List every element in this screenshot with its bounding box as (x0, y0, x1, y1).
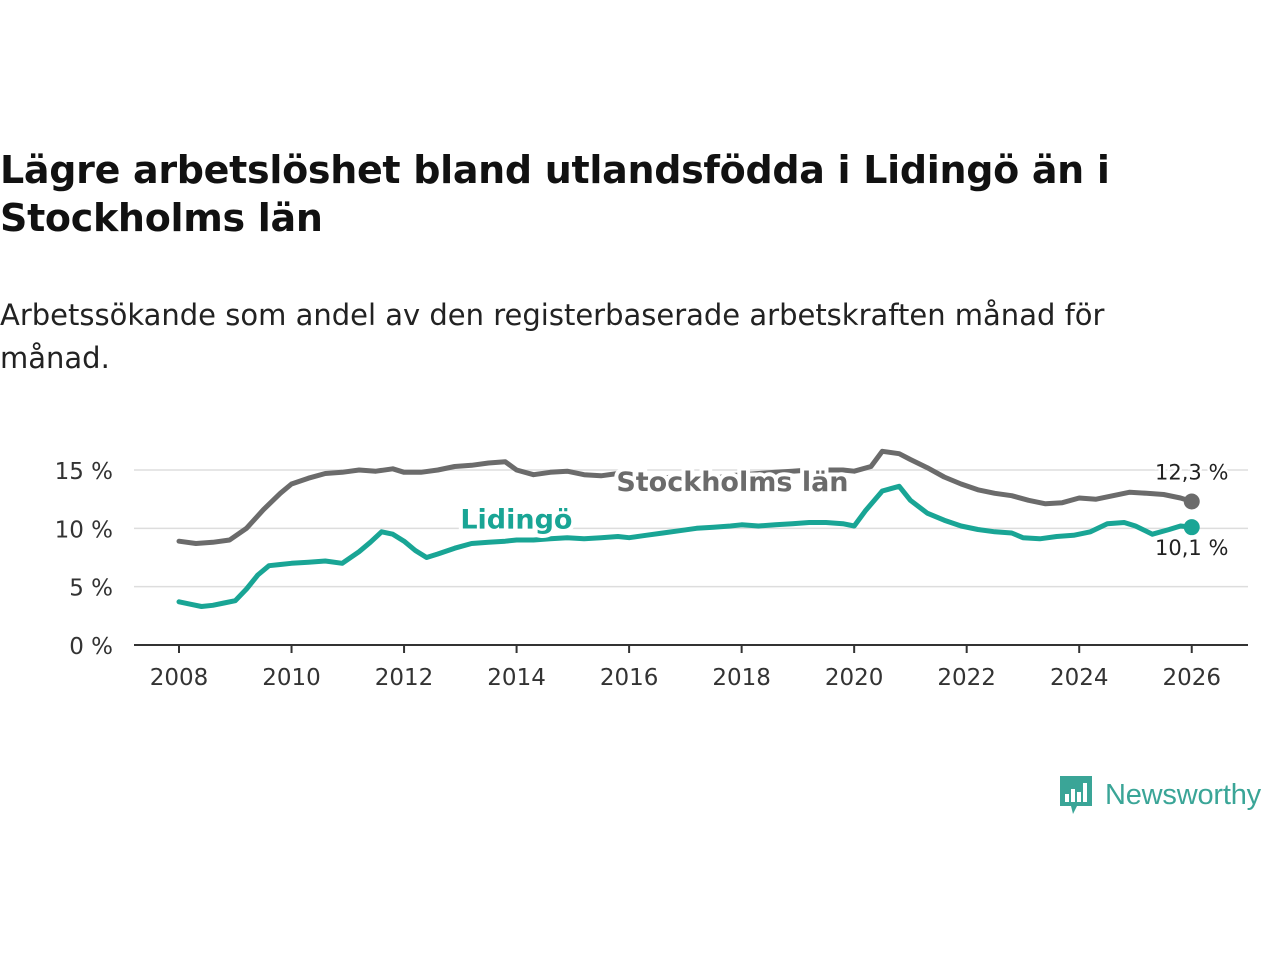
series-labels: 12,3 % 10,1 % Stockholms län Lidingö (456, 458, 1231, 563)
y-tick-label: 10 % (55, 517, 113, 543)
y-tick-label: 15 % (55, 459, 113, 485)
newsworthy-logo-icon (1060, 776, 1092, 814)
x-tick-label: 2018 (712, 665, 771, 691)
x-tick-label: 2024 (1050, 665, 1109, 691)
series-line-lidingo (176, 483, 1195, 609)
newsworthy-logo: Newsworthy (1058, 774, 1261, 816)
x-tick-label: 2010 (262, 665, 321, 691)
series-line-stockholms-lan (176, 448, 1195, 546)
endpoint-marker-lidingo (1183, 519, 1200, 536)
chart-title: Lägre arbetslöshet bland utlandsfödda i … (0, 148, 1110, 240)
y-axis-ticks: 0 % 5 % 10 % 15 % (55, 459, 113, 660)
newsworthy-logo-text: Newsworthy (1105, 778, 1261, 811)
end-value-label-lidingo: 10,1 % (1155, 536, 1228, 560)
series-name-label-stockholms-lan: Stockholms län (616, 467, 848, 498)
series-name-label-lidingo: Lidingö (460, 504, 572, 535)
x-tick-label: 2026 (1162, 665, 1221, 691)
series-lines (176, 448, 1200, 609)
chart-subtitle: Arbetssökande som andel av den registerb… (0, 298, 1105, 375)
x-tick-label: 2020 (825, 665, 884, 691)
x-tick-label: 2022 (937, 665, 996, 691)
x-axis-ticks: 2008 2010 2012 2014 2016 2018 2020 2022 2024 2026 (150, 645, 1221, 691)
y-tick-label: 0 % (69, 634, 113, 660)
endpoint-marker-stockholms-lan (1183, 493, 1200, 510)
y-tick-label: 5 % (69, 576, 113, 602)
x-tick-label: 2016 (600, 665, 659, 691)
end-value-label-stockholms-lan: 12,3 % (1155, 461, 1228, 485)
x-tick-label: 2008 (150, 665, 209, 691)
x-tick-label: 2012 (375, 665, 434, 691)
x-tick-label: 2014 (487, 665, 546, 691)
